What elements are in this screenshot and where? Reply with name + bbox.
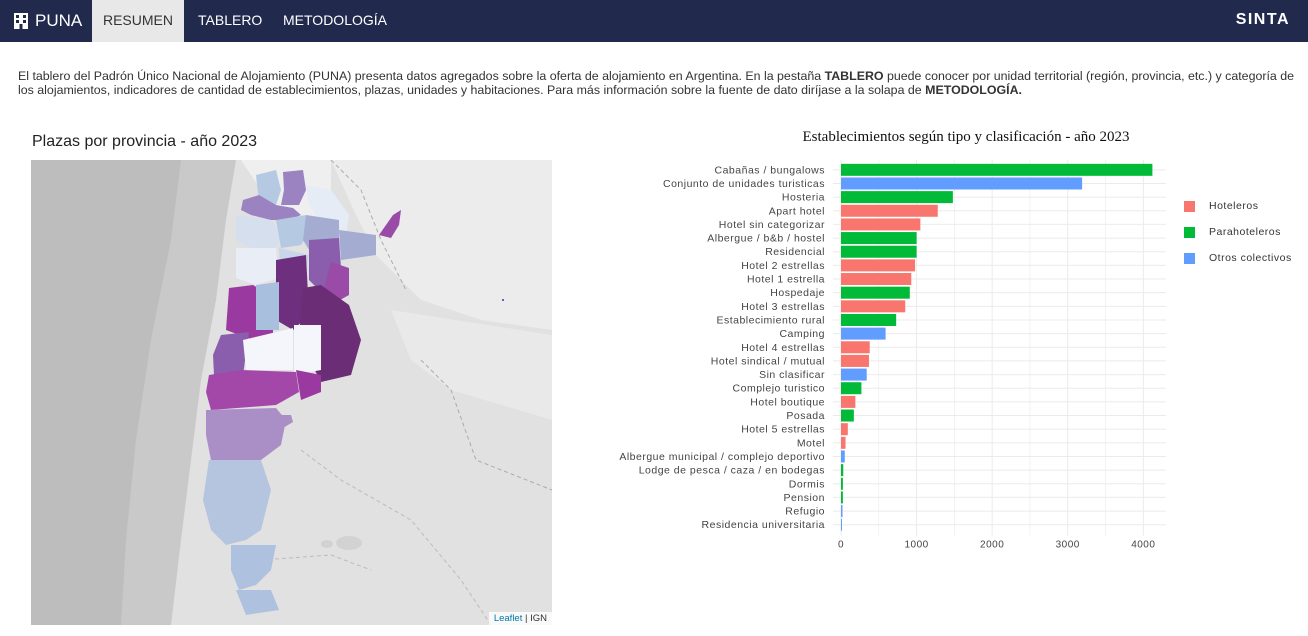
bar[interactable] [841, 423, 848, 436]
intro-paragraph: El tablero del Padrón Único Nacional de … [18, 69, 1298, 97]
bar[interactable] [841, 341, 870, 354]
category-label: Hotel sindical / mutual [711, 355, 825, 367]
bar[interactable] [841, 191, 953, 204]
bar[interactable] [841, 327, 886, 340]
brand-link[interactable]: PUNA [12, 0, 82, 42]
legend-label-parahoteleros: Parahoteleros [1209, 226, 1281, 238]
category-label: Sin clasificar [759, 369, 825, 381]
bar[interactable] [841, 450, 845, 463]
intro-bold-tablero: TABLERO [824, 69, 884, 83]
bar[interactable] [841, 477, 843, 490]
category-label: Hotel sin categorizar [719, 219, 825, 231]
category-label: Residencia universitaria [702, 519, 825, 531]
bar[interactable] [841, 273, 912, 286]
bar[interactable] [841, 491, 843, 504]
brand-label: PUNA [35, 11, 83, 30]
map-attribution: Leaflet | IGN [488, 612, 552, 625]
bar[interactable] [841, 286, 910, 299]
bar[interactable] [841, 259, 916, 272]
category-label: Camping [779, 328, 825, 340]
bar[interactable] [841, 300, 906, 313]
legend-swatch-parahoteleros [1184, 226, 1195, 238]
category-label: Posada [786, 410, 825, 422]
intro-text-2: puede conocer por unidad territorial (re… [18, 69, 1295, 97]
x-tick-label: 4000 [1131, 540, 1155, 551]
bar[interactable] [841, 505, 843, 518]
chart-legend: Hoteleros Parahoteleros Otros colectivos [1184, 193, 1292, 271]
legend-item-otros-colectivos[interactable]: Otros colectivos [1184, 245, 1292, 271]
legend-swatch-otros-colectivos [1184, 252, 1195, 264]
bar[interactable] [841, 204, 938, 217]
category-label: Establecimiento rural [716, 314, 825, 326]
category-label: Albergue / b&b / hostel [707, 233, 825, 245]
category-label: Albergue municipal / complejo deportivo [619, 451, 825, 463]
x-tick-label: 0 [838, 540, 844, 551]
category-label: Pension [784, 492, 825, 504]
x-tick-label: 3000 [1056, 540, 1080, 551]
category-label: Conjunto de unidades turisticas [663, 178, 825, 190]
legend-swatch-hoteleros [1184, 200, 1195, 212]
choropleth-map[interactable]: Leaflet | IGN [31, 160, 552, 625]
category-label: Refugio [785, 506, 825, 518]
map-title: Plazas por provincia - año 2023 [32, 133, 258, 150]
category-label: Lodge de pesca / caza / en bodegas [639, 465, 825, 477]
category-label: Apart hotel [769, 205, 825, 217]
bar[interactable] [841, 177, 1083, 190]
category-label: Hotel 3 estrellas [741, 301, 825, 313]
attribution-source: IGN [530, 613, 547, 624]
attribution-separator: | [522, 613, 531, 624]
category-label: Hosteria [782, 192, 825, 204]
intro-bold-metodologia: METODOLOGÍA. [925, 83, 1022, 97]
category-label: Residencial [765, 246, 825, 258]
category-label: Motel [797, 437, 825, 449]
x-tick-label: 2000 [980, 540, 1004, 551]
category-label: Hospedaje [770, 287, 825, 299]
tab-metodologia[interactable]: METODOLOGÍA [283, 12, 387, 28]
category-label: Hotel 1 estrella [747, 274, 825, 286]
category-label: Hotel 5 estrellas [741, 424, 825, 436]
bar[interactable] [841, 368, 867, 381]
bar[interactable] [841, 395, 856, 408]
bar[interactable] [841, 464, 844, 477]
legend-label-hoteleros: Hoteleros [1209, 200, 1259, 212]
category-label: Dormis [789, 478, 825, 490]
category-label: Cabañas / bungalows [715, 164, 826, 176]
bar[interactable] [841, 218, 921, 231]
chart-title: Establecimientos según tipo y clasificac… [802, 129, 1130, 145]
building-icon [14, 13, 28, 29]
legend-item-parahoteleros[interactable]: Parahoteleros [1184, 219, 1292, 245]
navbar: PUNA RESUMEN TABLERO METODOLOGÍA SINTA [0, 0, 1308, 42]
bar[interactable] [841, 313, 897, 326]
bar[interactable] [841, 163, 1153, 176]
category-label: Hotel 4 estrellas [741, 342, 825, 354]
map-canvas [31, 160, 552, 625]
bar-chart: Cabañas / bungalows Conjunto de unidades … [619, 160, 1166, 551]
intro-text-1: El tablero del Padrón Único Nacional de … [18, 69, 825, 83]
category-label: Hotel boutique [750, 396, 825, 408]
category-label: Complejo turistico [733, 383, 825, 395]
leaflet-link[interactable]: Leaflet [493, 613, 523, 624]
bar[interactable] [841, 232, 917, 245]
sinta-logo[interactable]: SINTA [1235, 11, 1290, 28]
legend-item-hoteleros[interactable]: Hoteleros [1184, 193, 1292, 219]
bar[interactable] [841, 409, 854, 422]
bar[interactable] [841, 245, 917, 258]
legend-label-otros-colectivos: Otros colectivos [1209, 252, 1292, 264]
bar[interactable] [841, 382, 862, 395]
tab-resumen[interactable]: RESUMEN [92, 0, 184, 42]
x-tick-label: 1000 [904, 540, 928, 551]
bar[interactable] [841, 436, 846, 449]
category-label: Hotel 2 estrellas [741, 260, 825, 272]
tab-tablero[interactable]: TABLERO [198, 12, 263, 28]
bar[interactable] [841, 354, 869, 367]
bar[interactable] [841, 518, 842, 531]
